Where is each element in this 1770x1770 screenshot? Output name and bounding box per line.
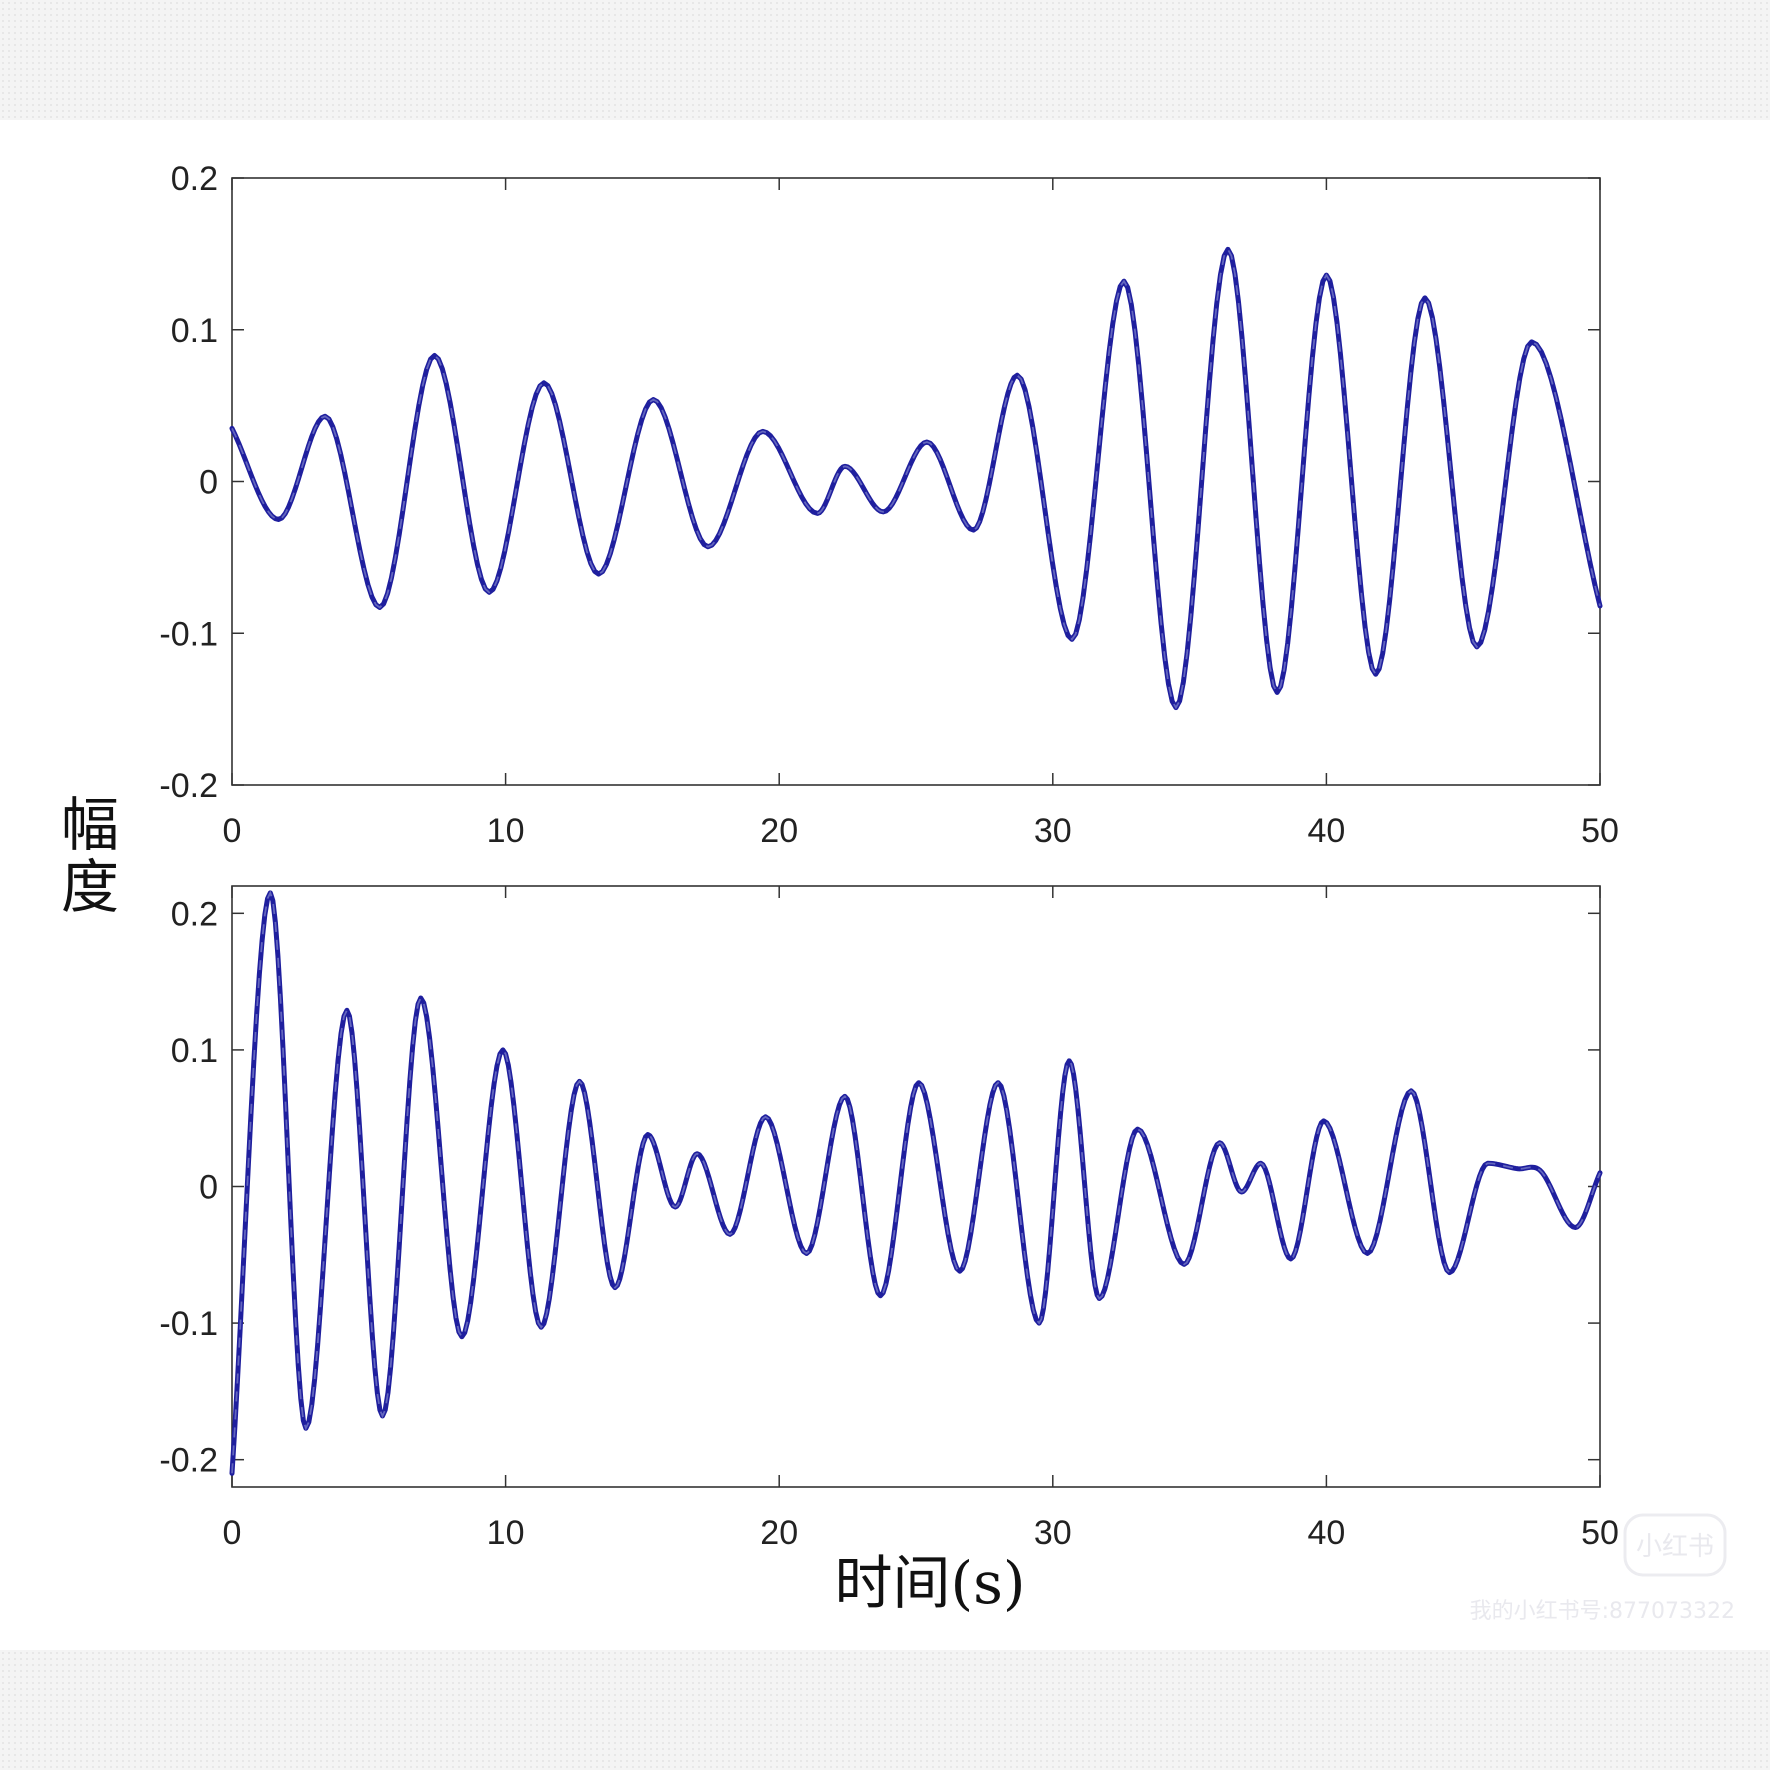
y-tick-label: 0 <box>199 464 218 502</box>
x-tick-label: 40 <box>1307 812 1345 850</box>
top-panel: 0 10 20 30 40 50 0.2 0.1 0 -0.1 -0.2 <box>159 160 1619 850</box>
x-tick-label: 50 <box>1581 1514 1619 1552</box>
plot-frame <box>231 177 1601 786</box>
watermark-logo-frame <box>1623 1513 1727 1577</box>
watermark-caption: 我的小红书号:877073322 <box>1470 1599 1735 1624</box>
y-tick-label: -0.1 <box>159 615 218 653</box>
signal-line-dashed-overlay <box>231 247 1601 710</box>
bottom-panel: 0 10 20 30 40 50 0.2 0.1 0 -0.1 -0.2 <box>159 885 1619 1552</box>
signal-line <box>229 246 1603 711</box>
x-tick-label: 40 <box>1307 1514 1345 1552</box>
signal-line <box>229 890 1603 1476</box>
x-tick-label: 50 <box>1581 812 1619 850</box>
y-tick-label: 0.2 <box>171 160 218 198</box>
signal-line-dashed-overlay <box>231 890 1601 1474</box>
x-tick-label: 20 <box>760 812 798 850</box>
top-gray-band <box>0 0 1770 120</box>
x-tick-label: 0 <box>223 812 242 850</box>
y-axis-label-char-1: 幅 <box>61 791 119 859</box>
x-tick-label: 10 <box>487 812 525 850</box>
y-tick-label: -0.2 <box>159 1442 218 1480</box>
watermark: 小红书 我的小红书号:877073322 <box>1470 1513 1735 1624</box>
x-tick-label: 30 <box>1034 1514 1072 1552</box>
y-tick-label: 0 <box>199 1169 218 1207</box>
x-tick-label: 20 <box>760 1514 798 1552</box>
x-tick-label: 10 <box>487 1514 525 1552</box>
x-tick-label: 30 <box>1034 812 1072 850</box>
bottom-gray-band <box>0 1650 1770 1770</box>
x-axis-label: 时间(s) <box>834 1549 1025 1617</box>
x-tick-label: 0 <box>223 1514 242 1552</box>
y-tick-label: -0.1 <box>159 1305 218 1343</box>
y-tick-label: 0.1 <box>171 1032 218 1070</box>
y-tick-label: 0.1 <box>171 312 218 350</box>
y-axis-label-char-2: 度 <box>61 853 119 921</box>
watermark-logo: 小红书 <box>1636 1532 1714 1562</box>
plot-frame <box>231 885 1601 1488</box>
y-tick-label: 0.2 <box>171 895 218 933</box>
y-tick-label: -0.2 <box>159 767 218 805</box>
